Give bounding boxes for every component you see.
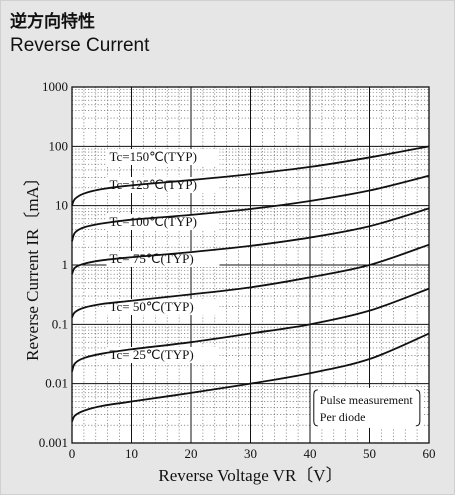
curve-label-background [106,251,220,267]
y-tick-label: 0.001 [39,435,68,450]
curve-label: Tc=125℃(TYP) [109,177,196,192]
y-tick-label: 1000 [42,79,68,94]
series-line [71,145,430,207]
curve-label-background [106,149,220,165]
x-tick-label: 30 [244,446,257,461]
series-line [71,174,430,242]
series-line [71,243,430,319]
x-tick-label: 0 [69,446,76,461]
y-tick-label: 1 [62,257,69,272]
curve-label-background [106,347,220,363]
curve-label: Tc= 25℃(TYP) [109,347,193,362]
annotation-text: Per diode [320,410,366,424]
curve-label: Tc= 75℃(TYP) [109,251,193,266]
x-tick-label: 60 [423,446,436,461]
x-tick-label: 10 [125,446,138,461]
curve-label-background [106,177,220,193]
curve-label: Tc=150℃(TYP) [109,149,196,164]
chart-title-japanese: 逆方向特性 [10,12,95,32]
curve-label-background [106,299,220,315]
x-tick-label: 40 [304,446,317,461]
plot-frame [71,86,430,444]
curve-label-background [106,214,220,230]
annotation-bracket-right [415,389,421,427]
x-tick-label: 50 [363,446,376,461]
y-tick-label: 100 [49,138,69,153]
y-tick-label: 0.1 [52,316,68,331]
x-tick-label: 20 [185,446,198,461]
annotation-text: Pulse measurement [320,393,414,407]
y-tick-label: 10 [55,198,68,213]
x-axis-label: Reverse Voltage VR〔V〕 [158,466,342,485]
series-line [71,207,430,275]
y-tick-label: 0.01 [45,376,68,391]
annotation-bracket-left [313,389,318,427]
chart-title-english: Reverse Current [10,35,150,56]
series-line [71,287,430,372]
annotation-box-background [311,387,422,428]
curve-label: Tc= 50℃(TYP) [109,299,193,314]
series-line [71,332,430,422]
y-axis-label: Reverse Current IR〔mA〕 [23,169,42,361]
curve-label: Tc=100℃(TYP) [109,214,196,229]
